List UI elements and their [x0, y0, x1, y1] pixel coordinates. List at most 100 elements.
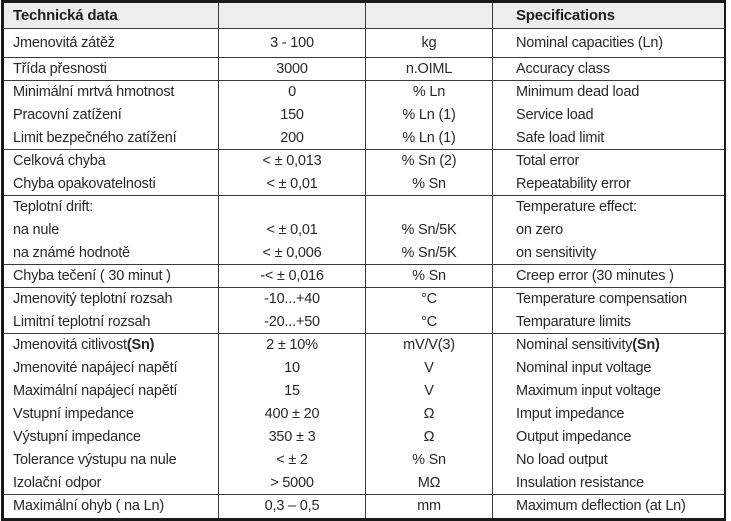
english-label-cell: Temperature compensation: [493, 288, 724, 311]
table-row: Limit bezpečného zatížení 200 % Ln (1) Safe…: [4, 127, 724, 150]
header-unit-column: [366, 3, 493, 28]
value-cell: 150: [219, 104, 366, 127]
czech-label-cell: Jmenovité napájecí napětí: [4, 357, 219, 380]
unit-cell: % Ln: [366, 81, 493, 104]
czech-label-cell: Chyba opakovatelnosti: [4, 173, 219, 195]
english-label-cell: Nominal sensitivity (Sn): [493, 334, 724, 357]
czech-label-cell: Izolační odpor: [4, 472, 219, 494]
label-text: Temperature effect:: [516, 199, 637, 216]
label-text: Accuracy class: [516, 60, 610, 77]
value-cell: 2 ± 10%: [219, 334, 366, 357]
label-text: % Ln: [412, 84, 446, 101]
label-text: Jmenovitá citlivost: [13, 337, 127, 354]
label-text: < ± 0,013: [262, 153, 322, 170]
czech-label-cell: Tolerance výstupu na nule: [4, 449, 219, 472]
label-text: Temperature compensation: [516, 291, 687, 308]
label-text: °C: [421, 313, 437, 330]
table-body: Jmenovitá zátěž 3 - 100 kg Nominal capaciti…: [4, 29, 724, 518]
header-value-column: [219, 3, 366, 28]
header-specifications: Specifications: [516, 7, 615, 24]
label-text: Celková chyba: [13, 153, 106, 170]
label-text: < ± 0,01: [266, 175, 318, 192]
table-row: Jmenovitý teplotní rozsah -10...+40 °C Temp…: [4, 288, 724, 311]
label-text: Maximální napájecí napětí: [13, 383, 178, 400]
label-text: No load output: [516, 452, 608, 469]
table-row: Maximální napájecí napětí 15 V Maximum inpu…: [4, 380, 724, 403]
table-row: Pracovní zatížení 150 % Ln (1) Service load: [4, 104, 724, 127]
label-text: < ± 2: [276, 452, 308, 469]
english-label-cell: Nominal input voltage: [493, 357, 724, 380]
czech-label-cell: Celková chyba: [4, 150, 219, 173]
unit-cell: °C: [366, 311, 493, 333]
label-text: % Sn: [412, 267, 446, 284]
label-text: on sensitivity: [516, 244, 597, 261]
label-text: Service load: [516, 107, 594, 124]
english-label-cell: Safe load limit: [493, 127, 724, 149]
value-cell: < ± 2: [219, 449, 366, 472]
label-text: -10...+40: [264, 291, 320, 308]
table-row: Minimální mrtvá hmotnost 0 % Ln Minimum dea…: [4, 81, 724, 104]
english-label-cell: Nominal capacities (Ln): [493, 29, 724, 57]
label-text: Třída přesnosti: [13, 60, 107, 77]
label-text: na známé hodnotě: [13, 244, 130, 261]
unit-cell: Ω: [366, 426, 493, 449]
value-cell: -20...+50: [219, 311, 366, 333]
value-cell: < ± 0,01: [219, 219, 366, 242]
english-label-cell: on sensitivity: [493, 242, 724, 264]
unit-cell: % Sn (2): [366, 150, 493, 173]
czech-label-cell: Maximální napájecí napětí: [4, 380, 219, 403]
table-row: Chyba opakovatelnosti < ± 0,01 % Sn Repeata…: [4, 173, 724, 196]
label-text: Tolerance výstupu na nule: [13, 452, 177, 469]
label-text: V: [424, 360, 434, 377]
english-label-cell: Imput impedance: [493, 403, 724, 426]
english-label-cell: Maximum input voltage: [493, 380, 724, 403]
english-label-cell: Temparature limits: [493, 311, 724, 333]
label-text: > 5000: [270, 474, 314, 491]
unit-cell: % Ln (1): [366, 127, 493, 149]
label-text: 3000: [276, 60, 308, 77]
czech-label-cell: Třída přesnosti: [4, 58, 219, 80]
label-text: Teplotní drift:: [13, 199, 94, 216]
label-text: 0: [288, 84, 296, 101]
label-text: < ± 0,006: [262, 244, 322, 261]
table-row: Limitní teplotní rozsah -20...+50 °C Tempar…: [4, 311, 724, 334]
value-cell: < ± 0,006: [219, 242, 366, 264]
label-text: MΩ: [417, 474, 441, 491]
label-text: Imput impedance: [516, 406, 625, 423]
label-text: Maximum deflection (at Ln): [516, 498, 686, 515]
unit-cell: mm: [366, 495, 493, 518]
label-text: -< ± 0,016: [260, 267, 324, 284]
label-text: Maximální ohyb ( na Ln): [13, 498, 164, 515]
label-text: Ω: [423, 406, 435, 423]
label-text: % Sn/5K: [401, 222, 457, 239]
czech-label-cell: Výstupní impedance: [4, 426, 219, 449]
value-cell: 3 - 100: [219, 29, 366, 57]
label-text: Jmenovité napájecí napětí: [13, 360, 178, 377]
unit-cell: % Ln (1): [366, 104, 493, 127]
table-row: Chyba tečení ( 30 minut ) -< ± 0,016 % Sn C…: [4, 265, 724, 288]
czech-label-cell: na známé hodnotě: [4, 242, 219, 264]
unit-cell: V: [366, 357, 493, 380]
label-text: 15: [284, 383, 300, 400]
label-text: Output impedance: [516, 429, 632, 446]
header-technical-data: Technická data: [4, 3, 219, 28]
czech-label-cell: na nule: [4, 219, 219, 242]
label-text: Jmenovitý teplotní rozsah: [13, 291, 173, 308]
label-text: Vstupní impedance: [13, 406, 134, 423]
english-label-cell: Accuracy class: [493, 58, 724, 80]
unit-cell: n.OIML: [366, 58, 493, 80]
label-text: 200: [280, 129, 304, 146]
english-label-cell: Temperature effect:: [493, 196, 724, 219]
unit-cell: [366, 196, 493, 219]
label-text: Izolační odpor: [13, 474, 102, 491]
unit-cell: kg: [366, 29, 493, 57]
label-text: 400 ± 20: [264, 406, 320, 423]
label-text: % Ln (1): [402, 129, 456, 146]
label-text: 3 - 100: [270, 34, 314, 51]
table-row: Třída přesnosti 3000 n.OIML Accuracy class: [4, 58, 724, 81]
english-label-cell: Total error: [493, 150, 724, 173]
label-bold-part: (Sn): [126, 337, 155, 354]
table-row: Výstupní impedance 350 ± 3 Ω Output impedan…: [4, 426, 724, 449]
table-row: na nule < ± 0,01 % Sn/5K on zero: [4, 219, 724, 242]
label-text: kg: [421, 34, 437, 51]
